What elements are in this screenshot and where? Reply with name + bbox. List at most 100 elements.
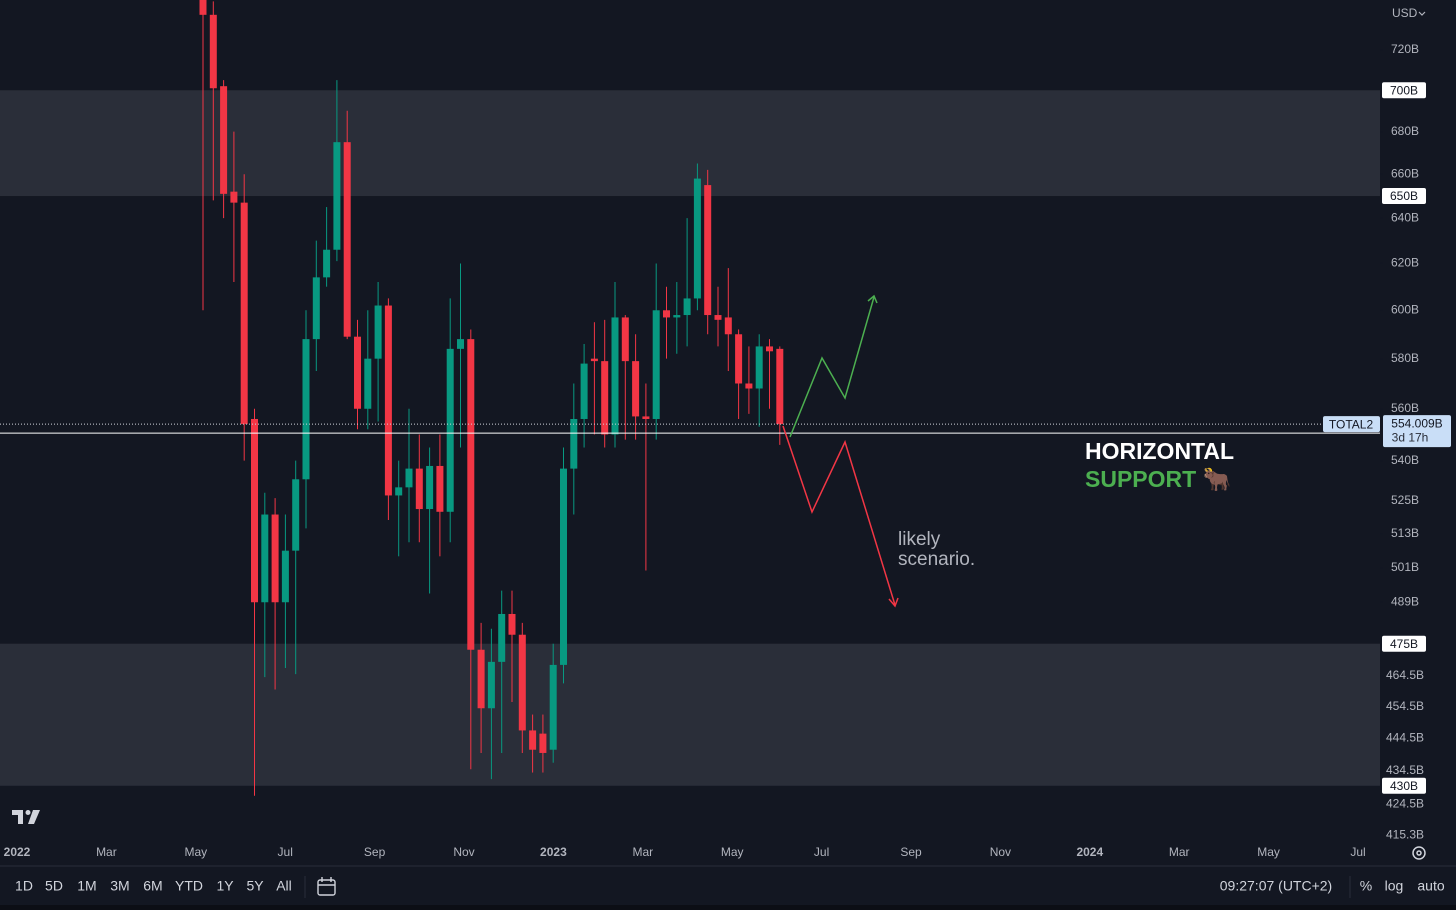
candle-body <box>776 348 784 425</box>
range-button[interactable]: All <box>276 878 292 894</box>
candle-body <box>395 487 403 496</box>
candle-body <box>518 634 526 731</box>
calendar-icon[interactable] <box>317 877 336 896</box>
candle-body <box>755 346 763 389</box>
candle-body <box>693 178 701 299</box>
y-tick-label: 660B <box>1391 166 1419 180</box>
candle-body <box>539 733 547 753</box>
candle-body <box>487 661 495 709</box>
y-tick-label: 680B <box>1391 124 1419 138</box>
scenario-label: scenario. <box>898 549 975 570</box>
scale-option[interactable]: auto <box>1417 878 1444 894</box>
countdown-label: 3d 17h <box>1392 430 1429 444</box>
candle-body <box>364 358 372 409</box>
candle-body <box>251 418 258 603</box>
candle-body <box>415 468 423 510</box>
y-tick-label: 600B <box>1391 302 1419 316</box>
bullish-arrow <box>867 294 878 304</box>
range-button[interactable]: 1M <box>77 878 96 894</box>
candle-body <box>714 315 722 320</box>
candle-body <box>354 336 361 409</box>
x-tick-label: Mar <box>1169 845 1190 859</box>
y-tick-label: 540B <box>1391 453 1419 467</box>
candle-body <box>508 613 516 635</box>
y-tick-label: 640B <box>1391 210 1419 224</box>
x-tick-label: Mar <box>632 845 653 859</box>
y-tick-label: 434.5B <box>1386 763 1424 777</box>
range-button[interactable]: 5D <box>45 878 63 894</box>
x-tick-label: May <box>1257 845 1280 859</box>
candle-body <box>601 361 609 435</box>
bearish-arrow <box>888 597 899 608</box>
zone-label: 430B <box>1390 779 1418 793</box>
candle-body <box>467 339 475 650</box>
range-button[interactable]: 5Y <box>246 878 264 894</box>
candle-body <box>374 305 382 359</box>
candle-body <box>663 310 670 318</box>
currency[interactable]: USD <box>1392 6 1418 20</box>
candle-body <box>652 310 660 419</box>
x-tick-label: Jul <box>814 845 829 859</box>
candle-body <box>498 613 506 662</box>
zone <box>0 643 1380 786</box>
zone-label-box <box>1382 777 1426 794</box>
x-tick-label: Nov <box>990 845 1011 859</box>
candle-body <box>271 514 279 603</box>
candle-body <box>570 418 578 469</box>
x-tick-label: Nov <box>453 845 474 859</box>
settings-icon[interactable] <box>1412 846 1426 860</box>
currency-caret <box>1418 11 1426 16</box>
logo <box>12 810 40 824</box>
range-button[interactable]: 3M <box>110 878 129 894</box>
x-tick-label: 2022 <box>4 845 31 859</box>
candle-body <box>549 664 557 750</box>
candle-body <box>735 334 743 384</box>
symbol-box <box>1323 416 1380 433</box>
candle-body <box>199 0 207 15</box>
y-tick-label: 720B <box>1391 42 1419 56</box>
x-tick-label: 2024 <box>1076 845 1103 859</box>
candle-body <box>312 277 320 340</box>
bottom-strip <box>0 905 1456 910</box>
candle-body <box>529 730 537 750</box>
candle-body <box>704 185 712 316</box>
scale-option[interactable]: log <box>1385 878 1404 894</box>
x-tick-label: May <box>184 845 207 859</box>
y-tick-label: 444.5B <box>1386 731 1424 745</box>
candle-body <box>426 465 434 510</box>
candle-body <box>642 416 650 419</box>
candle-body <box>590 358 598 362</box>
y-tick-label: 513B <box>1391 526 1419 540</box>
range-button[interactable]: YTD <box>175 878 203 894</box>
x-tick-label: Jul <box>1350 845 1365 859</box>
y-tick-label: 620B <box>1391 256 1419 270</box>
zone-label: 650B <box>1390 189 1418 203</box>
scenario-label: likely <box>898 529 941 550</box>
x-tick-label: Sep <box>364 845 386 859</box>
candle-body <box>436 465 444 512</box>
x-tick-label: May <box>721 845 744 859</box>
candle-body <box>745 383 753 389</box>
candle-body <box>230 191 238 203</box>
candle-body <box>632 361 640 417</box>
candle-body <box>766 346 773 352</box>
range-button[interactable]: 1D <box>15 878 33 894</box>
zone-label: 700B <box>1390 83 1418 97</box>
y-tick-label: 424.5B <box>1386 796 1424 810</box>
candle-body <box>405 468 413 488</box>
candle-body <box>323 249 331 278</box>
range-button[interactable]: 6M <box>143 878 162 894</box>
x-tick-label: Sep <box>900 845 922 859</box>
candle-body <box>261 514 269 603</box>
y-tick-label: 489B <box>1391 594 1419 608</box>
price-box <box>1383 415 1451 448</box>
clock: 09:27:07 (UTC+2) <box>1220 878 1332 894</box>
y-tick-label: 525B <box>1391 493 1419 507</box>
y-tick-label: 580B <box>1391 351 1419 365</box>
scale-option[interactable]: % <box>1360 878 1372 894</box>
candle-body <box>477 649 485 709</box>
candle-body <box>209 14 217 89</box>
range-button[interactable]: 1Y <box>216 878 234 894</box>
y-tick-label: 454.5B <box>1386 699 1424 713</box>
